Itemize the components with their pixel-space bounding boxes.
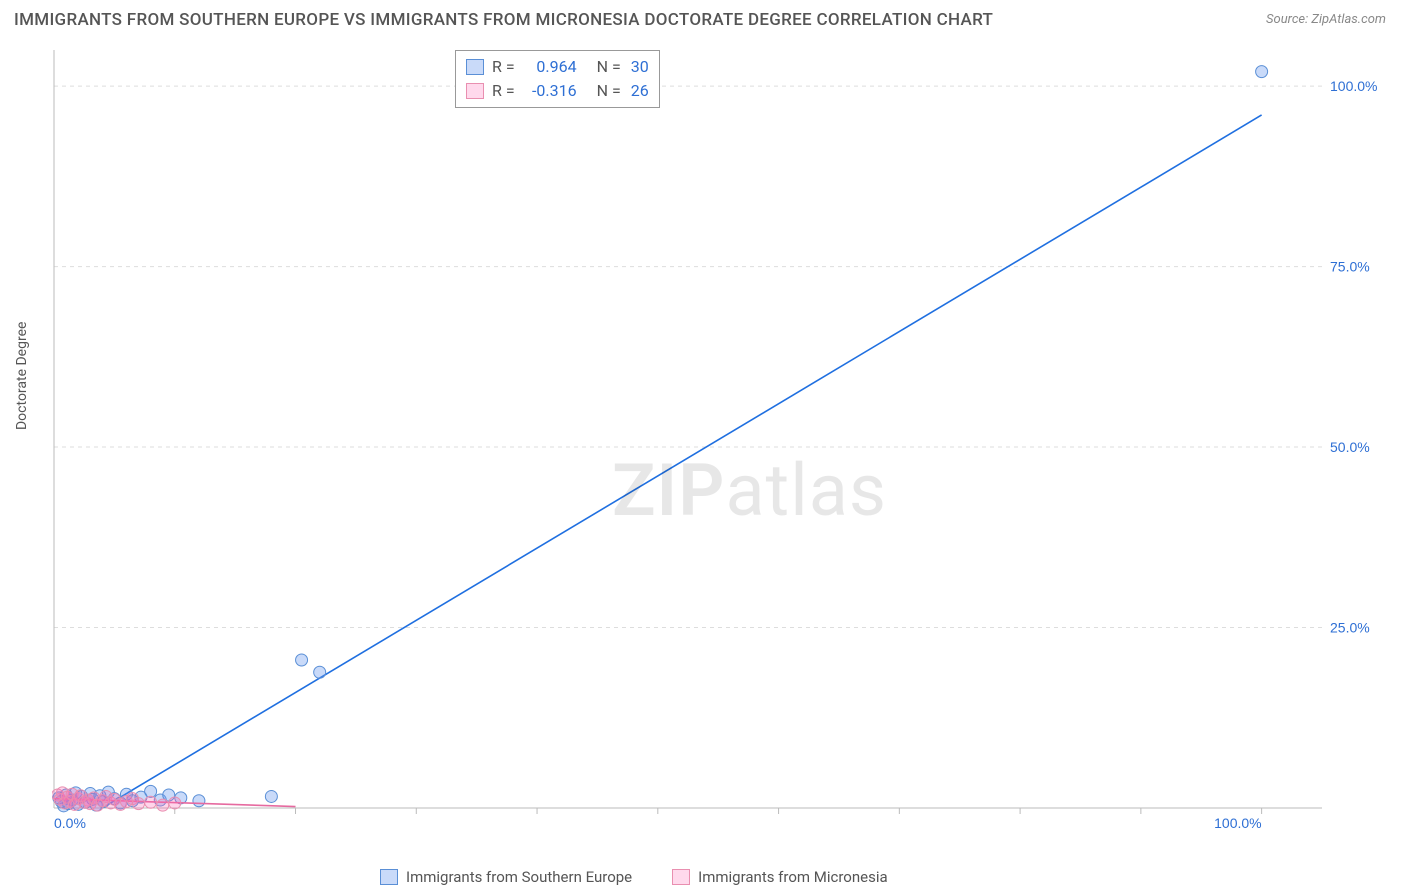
svg-text:75.0%: 75.0% <box>1330 259 1370 275</box>
swatch-pink-icon <box>672 869 690 885</box>
legend-label: Immigrants from Southern Europe <box>406 868 632 886</box>
swatch-blue-icon <box>466 59 484 75</box>
r-label: R = <box>492 79 515 103</box>
svg-text:100.0%: 100.0% <box>1214 815 1261 831</box>
r-value: 0.964 <box>521 55 577 79</box>
swatch-blue-icon <box>380 869 398 885</box>
series-legend: Immigrants from Southern Europe Immigran… <box>380 868 888 886</box>
r-value: -0.316 <box>521 79 577 103</box>
n-label: N = <box>597 79 621 103</box>
y-axis-label: Doctorate Degree <box>14 322 30 430</box>
chart-area: 25.0%50.0%75.0%100.0%0.0%100.0% ZIPatlas <box>52 48 1382 838</box>
n-value: 30 <box>631 55 649 79</box>
stats-legend: R = 0.964 N = 30 R = -0.316 N = 26 <box>455 50 660 108</box>
n-label: N = <box>597 55 621 79</box>
legend-label: Immigrants from Micronesia <box>698 868 888 886</box>
chart-title: IMMIGRANTS FROM SOUTHERN EUROPE VS IMMIG… <box>14 10 993 30</box>
scatter-plot: 25.0% 50.0% 75.0% 100.0% 0.0% 100.0% <box>52 48 1382 838</box>
svg-text:0.0%: 0.0% <box>54 815 86 831</box>
swatch-pink-icon <box>466 83 484 99</box>
r-label: R = <box>492 55 515 79</box>
n-value: 26 <box>631 79 649 103</box>
legend-item: Immigrants from Southern Europe <box>380 868 632 886</box>
legend-item: Immigrants from Micronesia <box>672 868 888 886</box>
svg-text:25.0%: 25.0% <box>1330 620 1370 636</box>
stats-legend-row: R = 0.964 N = 30 <box>466 55 649 79</box>
svg-text:50.0%: 50.0% <box>1330 439 1370 455</box>
source-attribution: Source: ZipAtlas.com <box>1266 12 1386 27</box>
svg-text:100.0%: 100.0% <box>1330 78 1377 94</box>
stats-legend-row: R = -0.316 N = 26 <box>466 79 649 103</box>
